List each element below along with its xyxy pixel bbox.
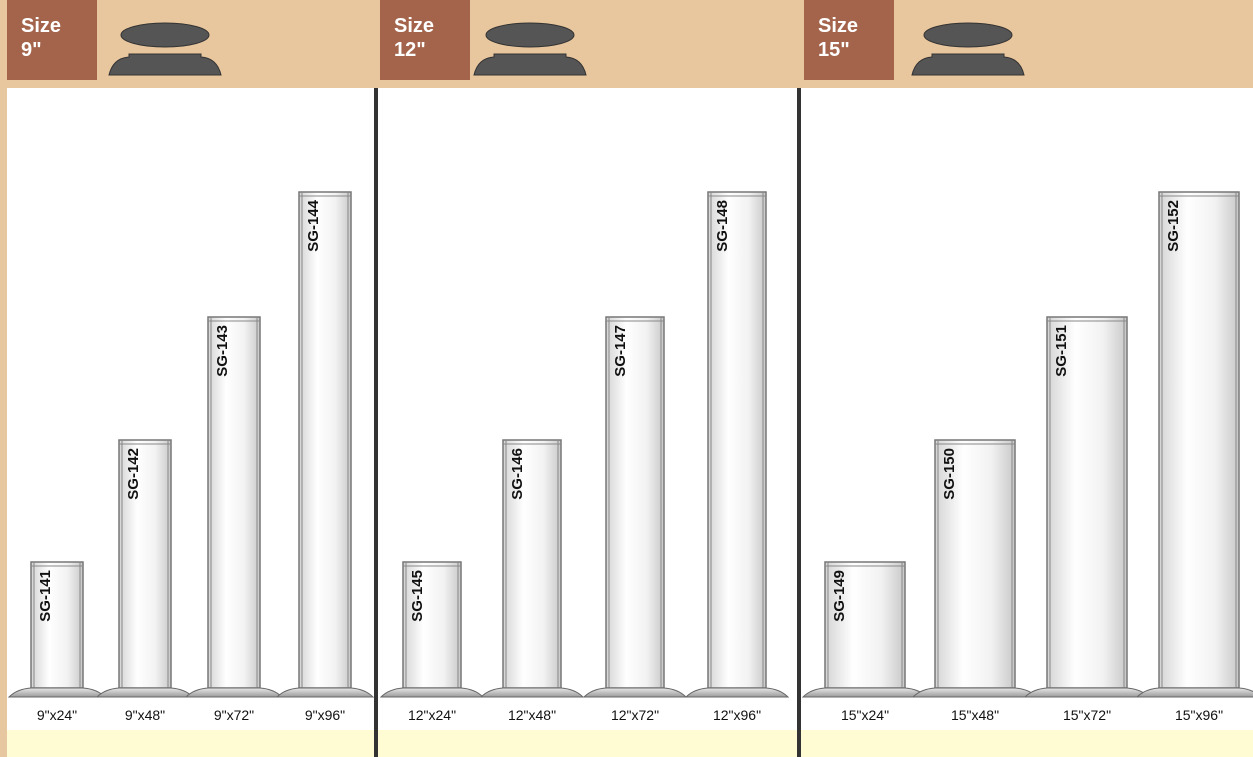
footer-strip [7, 730, 1253, 757]
product-code: SG-144 [305, 199, 322, 251]
product-code: SG-141 [37, 570, 54, 622]
product-code: SG-143 [214, 325, 231, 377]
base-icon [473, 53, 587, 76]
product-dimensions: 15"x24" [841, 707, 889, 723]
sign-base [1023, 687, 1151, 698]
sign-base [184, 687, 284, 698]
sign-base [95, 687, 195, 698]
sign-panel [605, 316, 665, 689]
product-dimensions: 12"x48" [508, 707, 556, 723]
sign-panel [298, 191, 352, 689]
size-value: 15" [818, 39, 850, 61]
sign-panel [402, 561, 462, 689]
product-code: SG-145 [409, 570, 426, 622]
sign-panel [30, 561, 84, 689]
sign-base [1135, 687, 1253, 698]
size-badge [7, 0, 97, 80]
product-code: SG-149 [831, 570, 848, 622]
size-badge [804, 0, 894, 80]
top-cap-icon [923, 22, 1013, 48]
size-value: 9" [21, 39, 42, 61]
product-dimensions: 9"x72" [214, 707, 254, 723]
sign-panel [707, 191, 767, 689]
top-cap-icon [120, 22, 210, 48]
sign-panel [1158, 191, 1240, 689]
sign-panel [118, 439, 172, 689]
sign-base [479, 687, 585, 698]
product-dimensions: 15"x72" [1063, 707, 1111, 723]
divider [374, 88, 378, 757]
sign-base [582, 687, 688, 698]
product-code: SG-150 [941, 448, 958, 500]
size-label: Size [394, 15, 434, 37]
product-code: SG-147 [612, 325, 629, 377]
product-dimensions: 12"x96" [713, 707, 761, 723]
top-cap-icon [485, 22, 575, 48]
product-dimensions: 12"x24" [408, 707, 456, 723]
size-label: Size [818, 15, 858, 37]
product-dimensions: 12"x72" [611, 707, 659, 723]
product-dimensions: 15"x96" [1175, 707, 1223, 723]
sign-base [275, 687, 375, 698]
product-code: SG-148 [714, 200, 731, 252]
product-dimensions: 9"x48" [125, 707, 165, 723]
product-code: SG-142 [125, 448, 142, 500]
sign-panel [207, 316, 261, 689]
sign-panel [1046, 316, 1128, 689]
divider [797, 88, 801, 757]
product-dimensions: 15"x48" [951, 707, 999, 723]
product-code: SG-151 [1053, 325, 1070, 377]
left-edge [0, 88, 7, 757]
product-dimensions: 9"x96" [305, 707, 345, 723]
sign-base [801, 687, 929, 698]
sign-panel [934, 439, 1016, 689]
sign-panel [502, 439, 562, 689]
size-label: Size [21, 15, 61, 37]
size-value: 12" [394, 39, 426, 61]
product-dimensions: 9"x24" [37, 707, 77, 723]
sign-base [7, 687, 107, 698]
sign-base [684, 687, 790, 698]
size-badge [380, 0, 470, 80]
base-icon [911, 53, 1025, 76]
sign-base [379, 687, 485, 698]
product-code: SG-152 [1165, 200, 1182, 252]
sign-base [911, 687, 1039, 698]
base-icon [108, 53, 222, 76]
sign-panel [824, 561, 906, 689]
product-code: SG-146 [509, 448, 526, 500]
